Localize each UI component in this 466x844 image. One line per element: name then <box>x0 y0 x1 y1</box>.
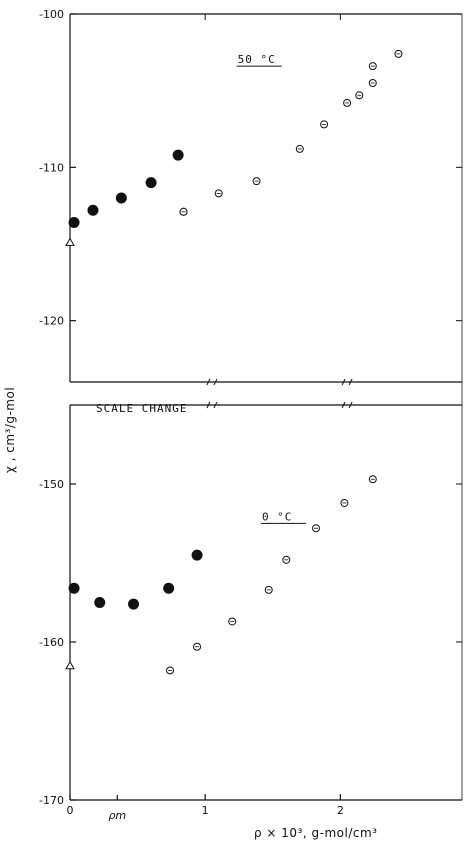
point-filled <box>145 177 157 189</box>
y-tick-label: -120 <box>39 315 64 328</box>
point-filled <box>163 582 175 594</box>
x-tick-label-rho-m: ρm <box>108 809 126 822</box>
scale-change-label: SCALE CHANGE <box>96 402 187 415</box>
x-axis-title: ρ × 10³, g-mol/cm³ <box>254 826 377 840</box>
y-tick-label: -170 <box>39 794 64 807</box>
break-mark <box>206 378 218 386</box>
point-filled <box>172 149 184 161</box>
y-tick-label: -100 <box>39 8 64 21</box>
panel-annotation: 50 °C <box>238 53 276 66</box>
y-tick-label: -160 <box>39 636 64 649</box>
panel-annotation: 0 °C <box>262 510 293 523</box>
point-filled <box>115 192 127 204</box>
break-mark <box>341 401 353 409</box>
x-tick-label: 1 <box>202 804 209 817</box>
data-marks <box>65 49 403 675</box>
point-triangle <box>65 660 75 670</box>
point-filled <box>68 582 80 594</box>
point-triangle <box>65 237 75 246</box>
x-tick-label: 0 <box>67 804 74 817</box>
point-filled <box>191 549 203 561</box>
break-mark <box>341 378 353 386</box>
y-axis-title: χ , cm³/g-mol <box>3 387 17 473</box>
point-filled <box>87 204 99 216</box>
y-tick-label: -110 <box>39 161 64 174</box>
point-filled <box>68 217 80 229</box>
x-tick-label: 2 <box>337 804 344 817</box>
break-mark <box>206 401 218 409</box>
plot-frame <box>69 13 463 801</box>
y-tick-label: -150 <box>39 478 64 491</box>
point-filled <box>94 597 106 608</box>
point-filled <box>128 598 140 610</box>
